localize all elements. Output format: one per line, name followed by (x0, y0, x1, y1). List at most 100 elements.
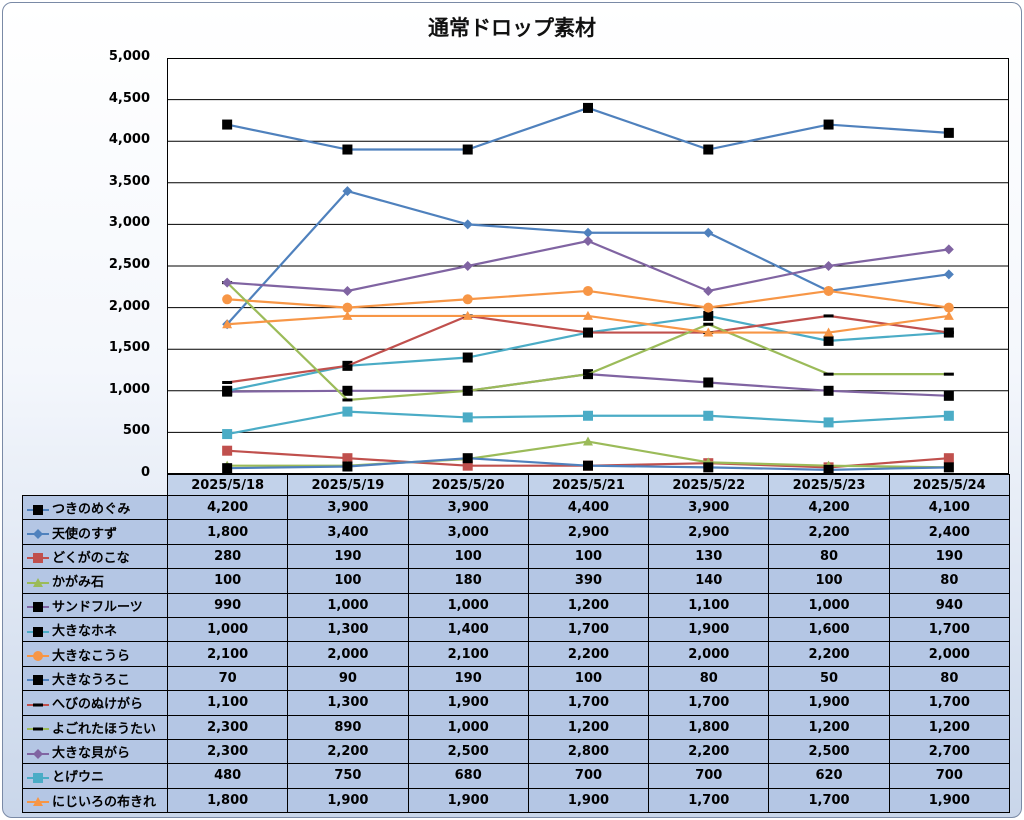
table-cell-value: 4,400 (527, 494, 650, 521)
legend-key-marker (33, 529, 43, 540)
y-tick-label: 1,000 (108, 381, 150, 397)
data-point-marker (703, 144, 714, 155)
data-point-marker (583, 102, 593, 113)
legend-key (27, 529, 49, 540)
legend-key (27, 772, 49, 783)
data-point-marker (823, 464, 834, 475)
data-point-marker (342, 461, 353, 472)
data-point-marker (703, 322, 714, 326)
data-point-marker (462, 219, 473, 230)
legend-key (27, 602, 49, 613)
table-cell-value: 1,800 (166, 787, 289, 814)
data-point-marker (462, 261, 473, 271)
chart-title: 通常ドロップ素材 (428, 16, 596, 40)
table-cell-value: 280 (166, 543, 289, 570)
data-point-marker (462, 144, 473, 155)
table-cell-value: 100 (527, 665, 650, 692)
table-cell-value: 2,300 (166, 738, 289, 765)
table-cell-value: 80 (768, 543, 890, 570)
legend-key (27, 703, 49, 707)
data-point-marker (583, 331, 593, 335)
legend-key-marker (33, 748, 43, 759)
table-cell-value: 3,400 (287, 519, 409, 545)
table-cell-value: 100 (527, 543, 650, 570)
table-cell-value: 100 (287, 568, 409, 594)
data-point-marker (823, 385, 834, 396)
legend-key (27, 553, 49, 564)
data-point-marker (823, 119, 834, 130)
table-cell-value: 2,100 (166, 641, 289, 667)
table-cell-value: 2,800 (527, 738, 650, 765)
legend-entry: 大きなうろこ (22, 665, 168, 692)
data-point-marker (943, 372, 954, 376)
data-point-marker (943, 462, 954, 473)
legend-entry: 天使のすず (22, 519, 168, 545)
table-cell-value: 3,000 (407, 519, 529, 545)
series-name: サンドフルーツ (52, 599, 143, 615)
table-corner (23, 475, 168, 496)
data-point-marker (943, 310, 954, 320)
data-point-marker (583, 227, 593, 238)
series-name: 天使のすず (52, 526, 118, 542)
legend-key-marker (33, 727, 43, 731)
data-point-marker (703, 377, 714, 388)
series-line (226, 314, 949, 392)
legend-entry: かがみ石 (22, 568, 168, 594)
data-point-marker (943, 302, 954, 313)
legend-key (27, 797, 49, 807)
legend-entry: 大きなこうら (22, 641, 168, 667)
data-point-marker (342, 302, 353, 313)
data-point-marker (703, 285, 714, 296)
legend-entry: サンドフルーツ (22, 592, 168, 618)
legend-entry: つきのめぐみ (22, 494, 168, 521)
data-point-marker (943, 331, 954, 335)
table-cell-value: 1,700 (648, 787, 770, 814)
series-line (226, 106, 949, 151)
table-cell-value: 70 (166, 665, 289, 692)
table-row: 天使のすず 1,800 3,400 3,000 2,900 2,900 2,200 2,400 (22, 519, 1010, 545)
y-tick-label: 2,500 (108, 257, 150, 272)
data-point-marker (342, 285, 353, 296)
table-cell-value: 1,300 (287, 616, 409, 643)
series-name: どくがのこな (52, 550, 130, 566)
data-point-marker (462, 389, 473, 393)
data-point-marker (823, 261, 834, 271)
table-cell-value: 390 (527, 568, 650, 594)
table-row: サンドフルーツ 990 1,000 1,000 1,200 1,100 1,000 940 (22, 592, 1010, 618)
table-cell-value: 3,900 (287, 494, 409, 521)
series-name: 大きなうろこ (52, 672, 131, 688)
data-point-marker (222, 277, 233, 288)
data-point-marker (342, 406, 353, 417)
table-cell-value: 1,700 (527, 616, 650, 643)
data-point-marker (703, 310, 714, 321)
data-point-marker (703, 227, 714, 238)
x-category-label: 2025/5/18 (166, 474, 289, 496)
table-cell-value: 3,900 (407, 494, 529, 521)
legend-key (27, 577, 49, 587)
data-point-marker (222, 385, 233, 396)
series-name: 大きなホネ (52, 624, 118, 640)
legend-key-marker (33, 675, 43, 686)
x-category-label: 2025/5/22 (648, 474, 770, 496)
table-cell-value: 4,200 (166, 494, 289, 521)
table-cell-value: 1,100 (648, 592, 770, 618)
series-line (226, 189, 950, 325)
data-point-marker (583, 285, 593, 296)
data-point-marker (703, 327, 714, 337)
table-cell-value: 1,400 (407, 616, 529, 643)
table-cell-value: 1,800 (166, 519, 289, 545)
table-cell-value: 2,200 (768, 641, 890, 667)
data-table: 2025/5/18 2025/5/19 2025/5/20 2025/5/21 2025… (22, 474, 1010, 814)
table-cell-value: 90 (287, 665, 409, 692)
legend-entry: へびのぬけがら (22, 690, 168, 716)
table-cell-value: 1,900 (648, 616, 770, 643)
legend-entry: 大きなホネ (22, 616, 168, 643)
series-name: つきのめぐみ (52, 502, 131, 518)
legend-entry: とげウニ (22, 763, 168, 789)
table-cell-value: 80 (888, 665, 1010, 692)
table-cell-value: 140 (648, 568, 770, 594)
data-point-marker (222, 119, 233, 130)
legend-entry: にじいろの布きれ (22, 787, 168, 814)
table-cell-value: 680 (407, 763, 529, 789)
data-point-marker (943, 410, 954, 421)
